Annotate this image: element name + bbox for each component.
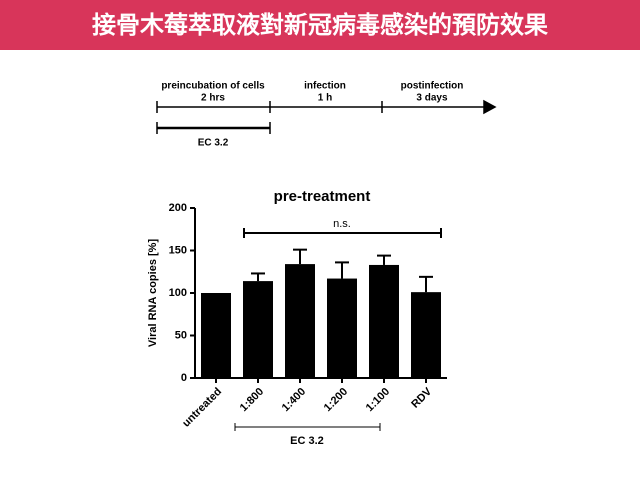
chart-title: pre-treatment bbox=[274, 188, 371, 205]
y-tick-label: 200 bbox=[169, 202, 187, 214]
significance-label: n.s. bbox=[333, 218, 351, 230]
bar bbox=[369, 264, 399, 378]
treatment-label: EC 3.2 bbox=[198, 138, 229, 149]
x-tick-label: RDV bbox=[409, 385, 434, 410]
y-tick-label: 100 bbox=[169, 287, 187, 299]
x-tick-label: untreated bbox=[180, 386, 224, 430]
phase-name: postinfection bbox=[401, 81, 464, 92]
y-tick-label: 50 bbox=[175, 329, 187, 341]
x-tick-label: 1:200 bbox=[322, 386, 350, 414]
y-tick-label: 0 bbox=[181, 372, 187, 384]
timeline bbox=[156, 99, 497, 134]
group-label: EC 3.2 bbox=[290, 435, 324, 447]
bar bbox=[201, 293, 231, 378]
bar bbox=[285, 264, 315, 378]
phase-name: infection bbox=[304, 81, 346, 92]
x-tick-label: 1:400 bbox=[280, 386, 308, 414]
header-title: 接骨木莓萃取液對新冠病毒感染的預防效果 bbox=[0, 0, 640, 50]
bar bbox=[243, 281, 273, 378]
phase-duration: 2 hrs bbox=[201, 93, 225, 104]
phase-duration: 1 h bbox=[318, 93, 332, 104]
x-tick-label: 1:800 bbox=[238, 386, 266, 414]
phase-duration: 3 days bbox=[416, 93, 448, 104]
phase-name: preincubation of cells bbox=[161, 81, 265, 92]
x-tick-label: 1:100 bbox=[364, 386, 392, 414]
arrow-head bbox=[483, 99, 497, 115]
bar bbox=[411, 292, 441, 378]
chart: pre-treatment Viral RNA copies [%] 0 50 100 1… bbox=[147, 188, 447, 447]
y-tick-label: 150 bbox=[169, 244, 187, 256]
y-axis-label: Viral RNA copies [%] bbox=[147, 239, 159, 348]
bar bbox=[327, 278, 357, 378]
